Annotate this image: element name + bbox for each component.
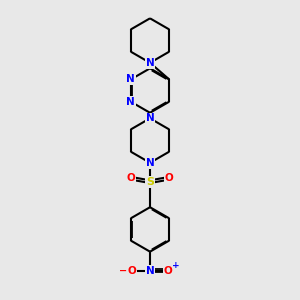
Text: O: O bbox=[164, 266, 172, 276]
Text: −: − bbox=[119, 266, 128, 276]
Text: N: N bbox=[126, 74, 135, 84]
Text: S: S bbox=[146, 177, 154, 187]
Text: N: N bbox=[146, 266, 154, 276]
Text: N: N bbox=[126, 97, 135, 107]
Text: O: O bbox=[164, 173, 173, 183]
Text: N: N bbox=[146, 113, 154, 123]
Text: N: N bbox=[146, 158, 154, 168]
Text: +: + bbox=[172, 260, 179, 269]
Text: O: O bbox=[128, 266, 136, 276]
Text: N: N bbox=[146, 58, 154, 68]
Text: O: O bbox=[127, 173, 136, 183]
